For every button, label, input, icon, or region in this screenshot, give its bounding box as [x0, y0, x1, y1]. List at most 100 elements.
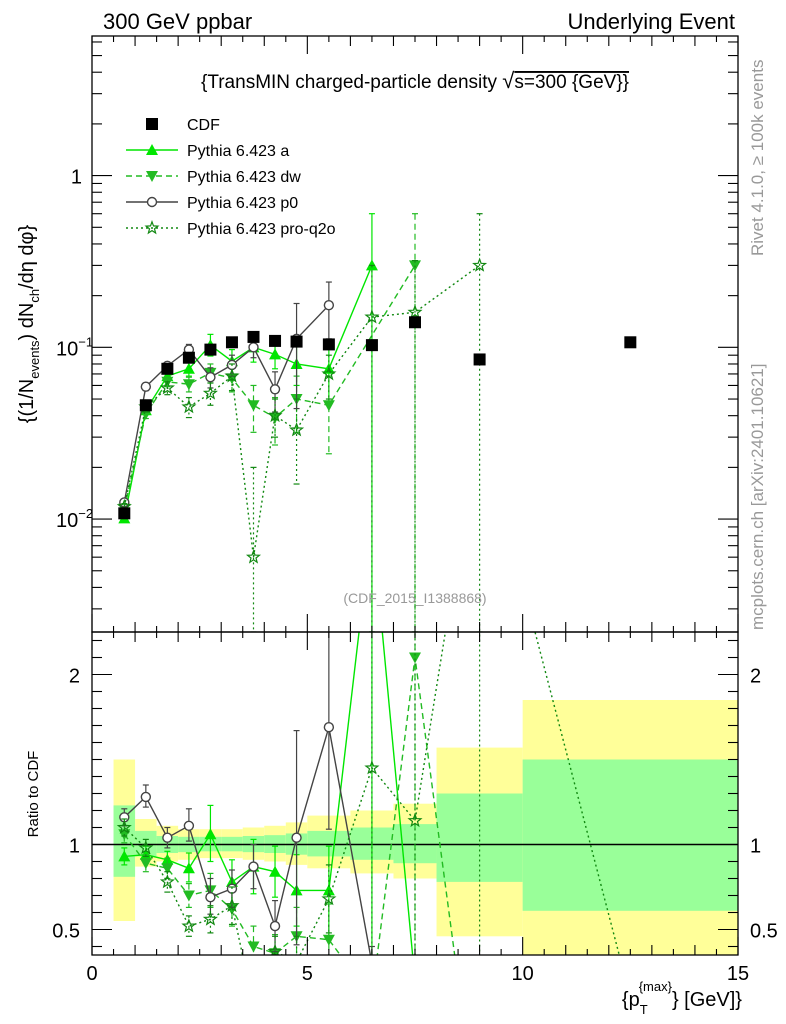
- legend-marker: [144, 220, 160, 235]
- main-data-point: [247, 400, 260, 412]
- main-data-point: [140, 381, 152, 392]
- main-data-point: [289, 422, 305, 437]
- legend-item: Pythia 6.423 p0: [126, 195, 298, 212]
- main-data-point: [181, 398, 197, 414]
- main-data-point: [269, 334, 282, 347]
- main-series-line: [123, 264, 481, 558]
- main-data-point: [205, 372, 216, 383]
- ratio-data-point: [321, 891, 337, 906]
- ratio-data-point: [248, 1000, 260, 1011]
- ratio-series-line: [124, 632, 414, 955]
- ratio-data-point: [181, 918, 197, 933]
- main-series: [116, 213, 637, 632]
- ratio-data-point: [247, 941, 260, 953]
- ratio-band-inner: [135, 830, 157, 857]
- side-label-top: Rivet 4.1.0, ≥ 100k events: [748, 60, 767, 256]
- y-tick-label-main: 10−2: [56, 506, 93, 532]
- ratio-data-point: [409, 652, 421, 664]
- main-series-line: [123, 265, 373, 519]
- ratio-data-point: [367, 959, 376, 968]
- ratio-data-point: [269, 865, 282, 877]
- ratio-data-point: [162, 832, 173, 843]
- ratio-data-point: [291, 832, 302, 843]
- ratio-data-point: [364, 760, 380, 775]
- ratio-series-pythia-6-423-pro-q2o: [116, 632, 620, 1011]
- ratio-data-point: [322, 934, 335, 946]
- main-data-point: [472, 257, 488, 272]
- ratio-data-point: [118, 850, 131, 862]
- y-tick-label-ratio-right: 0.5: [750, 921, 778, 943]
- legend-marker: [146, 171, 158, 182]
- main-data-point: [159, 380, 175, 395]
- main-data-point: [322, 338, 335, 351]
- ratio-data-point: [366, 993, 378, 1004]
- main-data-point: [182, 362, 195, 374]
- ratio-band-inner: [522, 759, 738, 911]
- ratio-data-point: [205, 892, 216, 903]
- main-data-point: [409, 316, 421, 329]
- main-data-point: [248, 342, 259, 353]
- main-data-point: [364, 309, 380, 324]
- y-tick-label-ratio: 2: [69, 666, 80, 688]
- watermark: (CDF_2015_I1388868): [343, 590, 486, 606]
- main-data-point: [247, 330, 260, 343]
- legend-label: CDF: [187, 117, 220, 134]
- y-axis-label-main: {(1/Nevents) dNch/dη dφ}: [16, 224, 42, 423]
- legend-marker: [146, 144, 158, 155]
- main-data-point: [269, 348, 282, 360]
- main-data-point: [204, 343, 217, 356]
- y-tick-label-ratio-right: 1: [750, 836, 761, 858]
- header-left: 300 GeV ppbar: [103, 9, 252, 34]
- main-data-point: [182, 379, 195, 391]
- ratio-data-point: [267, 943, 283, 955]
- y-tick-label-main: 1: [71, 167, 82, 189]
- legend-marker: [146, 118, 158, 130]
- ratio-data-point: [407, 812, 423, 828]
- ratio-data-point: [409, 975, 421, 986]
- main-series-pythia-6-423-a: [118, 213, 378, 632]
- header-right: Underlying Event: [567, 9, 735, 34]
- ratio-data-point: [269, 920, 281, 932]
- legend-marker: [146, 196, 158, 208]
- ratio-data-point: [182, 862, 195, 874]
- ratio-data-point: [411, 993, 420, 1002]
- y-tick-label-ratio: 1: [69, 836, 80, 858]
- main-data-point: [624, 336, 637, 349]
- legend-label: Pythia 6.423 a: [187, 143, 289, 160]
- x-tick-label: 15: [727, 963, 749, 985]
- ratio-data-point: [452, 976, 464, 987]
- legend-label: Pythia 6.423 p0: [187, 195, 298, 212]
- main-data-point: [225, 336, 238, 349]
- ratio-data-point: [202, 911, 218, 926]
- main-data-point: [365, 339, 378, 352]
- main-data-point: [473, 353, 486, 366]
- ratio-data-point: [159, 874, 175, 889]
- main-data-point: [269, 384, 281, 395]
- main-series-pythia-6-423-dw: [118, 213, 421, 632]
- main-data-point: [202, 385, 218, 400]
- legend-item: CDF: [146, 117, 220, 134]
- main-series-pythia-6-423-pro-q2o: [116, 213, 488, 632]
- legend-item: Pythia 6.423 pro-q2o: [126, 220, 336, 238]
- main-data-point: [321, 366, 337, 381]
- main-data-point: [267, 407, 283, 423]
- x-tick-label: 0: [86, 963, 97, 985]
- ratio-data-point: [140, 791, 152, 803]
- ratio-series-line: [123, 727, 372, 955]
- axis-ticks: 10−2 10−1 1 0.5 0.5 1 1 2 2 0 5 10 15: [52, 36, 778, 985]
- ratio-data-point: [224, 897, 240, 913]
- ratio-data-point: [116, 819, 132, 834]
- main-data-point: [182, 351, 195, 364]
- y-tick-label-ratio-right: 2: [750, 666, 761, 688]
- ratio-data-point: [183, 820, 195, 831]
- ratio-data-point: [161, 863, 174, 875]
- x-tick-label: 10: [512, 963, 534, 985]
- ratio-data-point: [248, 861, 259, 872]
- ratio-data-point: [204, 828, 217, 840]
- x-axis-label: {pT{max}} [GeV]}: [622, 979, 742, 1017]
- main-data-point: [290, 335, 303, 348]
- chart-title: {TransMIN charged-particle density √s=30…: [201, 68, 629, 93]
- ratio-data-point: [296, 953, 298, 955]
- legend-label: Pythia 6.423 pro-q2o: [187, 221, 336, 238]
